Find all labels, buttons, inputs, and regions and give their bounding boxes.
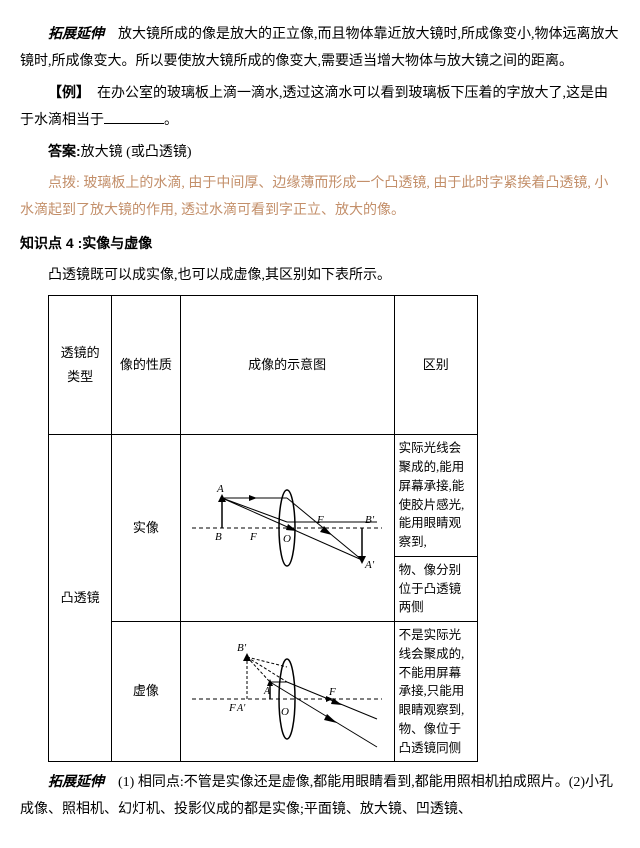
ext-body: 放大镜所成的像是放大的正立像,而且物体靠近放大镜时,所成像变小,物体远离放大镜时… [20, 27, 619, 69]
th-nature: 像的性质 [112, 296, 180, 435]
table-row-virtual: 虚像 O A B' A' F F [49, 622, 478, 762]
svg-text:B: B [215, 531, 222, 543]
table-row-real-a: 凸透镜 实像 A B F F O [49, 435, 478, 557]
cell-real-image: 实像 [112, 435, 180, 622]
svg-text:A': A' [364, 559, 375, 571]
hint-para: 点拨: 玻璃板上的水滴, 由于中间厚、边缘薄而形成一个凸透镜, 由于此时字紧挨着… [20, 171, 620, 224]
svg-text:A: A [263, 686, 271, 697]
answer-lead: 答案: [48, 143, 81, 159]
th-diff: 区别 [394, 296, 477, 435]
cell-diff-real-a: 实际光线会聚成的,能用屏幕承接,能使胶片感光,能用眼睛观察到, [394, 435, 477, 557]
cell-diagram-virtual: O A B' A' F F [180, 622, 394, 762]
ext2-lead: 拓展延伸 [48, 773, 104, 789]
svg-text:F: F [228, 702, 236, 714]
th-type: 透镜的类型 [49, 296, 112, 435]
example-lead: 【例】 [48, 84, 83, 100]
svg-text:B': B' [365, 514, 375, 526]
answer-text: 放大镜 (或凸透镜) [81, 145, 192, 160]
lens-table: 透镜的类型 像的性质 成像的示意图 区别 凸透镜 实像 A B F F O [48, 295, 478, 762]
svg-text:O: O [283, 533, 291, 545]
svg-text:A: A [216, 483, 224, 495]
svg-text:F: F [316, 514, 324, 526]
blank-field [104, 109, 164, 124]
cell-diagram-real: A B F F O A' B' [180, 435, 394, 622]
virtual-image-diagram: O A B' A' F F [187, 627, 387, 757]
svg-text:F: F [328, 686, 336, 698]
table-header-row: 透镜的类型 像的性质 成像的示意图 区别 [49, 296, 478, 435]
hint-text: 点拨: 玻璃板上的水滴, 由于中间厚、边缘薄而形成一个凸透镜, 由于此时字紧挨着… [20, 176, 608, 218]
ext2-body: (1) 相同点:不管是实像还是虚像,都能用眼睛看到,都能用照相机拍成照片。(2)… [20, 775, 613, 817]
cell-diff-real-b: 物、像分别位于凸透镜两侧 [394, 556, 477, 621]
cell-virtual-image: 虚像 [112, 622, 180, 762]
knowledge-point-title: 知识点 4 :实像与虚像 [20, 230, 620, 257]
example-tail: 。 [164, 113, 178, 128]
cell-lens-type: 凸透镜 [49, 435, 112, 762]
svg-text:F: F [249, 531, 257, 543]
example-para: 【例】 在办公室的玻璃板上滴一滴水,透过这滴水可以看到玻璃板下压着的字放大了,这… [20, 79, 620, 134]
svg-text:A': A' [236, 703, 246, 714]
ext-lead: 拓展延伸 [48, 25, 104, 41]
th-diagram: 成像的示意图 [180, 296, 394, 435]
svg-text:B': B' [237, 642, 247, 654]
ext-para-1: 拓展延伸 放大镜所成的像是放大的正立像,而且物体靠近放大镜时,所成像变小,物体远… [20, 20, 620, 75]
knowledge-point-body: 凸透镜既可以成实像,也可以成虚像,其区别如下表所示。 [20, 263, 620, 290]
ext-para-2: 拓展延伸 (1) 相同点:不管是实像还是虚像,都能用眼睛看到,都能用照相机拍成照… [20, 768, 620, 823]
cell-diff-virtual: 不是实际光线会聚成的,不能用屏幕承接,只能用眼睛观察到,物、像位于凸透镜同侧 [394, 622, 477, 762]
svg-text:O: O [281, 706, 289, 718]
answer-para: 答案:放大镜 (或凸透镜) [20, 138, 620, 167]
real-image-diagram: A B F F O A' B' [187, 468, 387, 588]
